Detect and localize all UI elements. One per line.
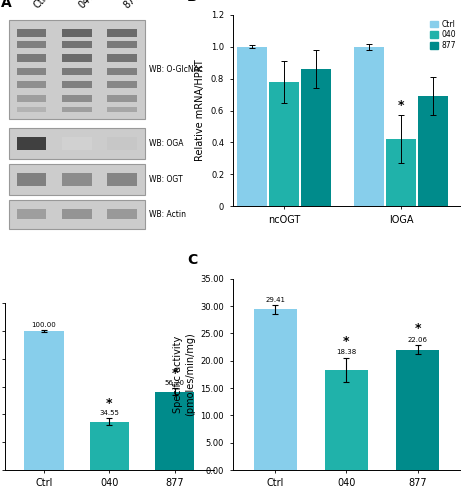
Text: *: * bbox=[106, 397, 113, 410]
FancyBboxPatch shape bbox=[9, 200, 145, 229]
Text: 22.06: 22.06 bbox=[408, 337, 428, 343]
Bar bbox=[269, 82, 299, 206]
Text: WB: OGA: WB: OGA bbox=[149, 139, 184, 148]
FancyBboxPatch shape bbox=[17, 30, 46, 36]
Bar bbox=[254, 310, 297, 470]
Bar bbox=[418, 96, 448, 206]
FancyBboxPatch shape bbox=[62, 41, 92, 48]
FancyBboxPatch shape bbox=[9, 164, 145, 196]
Text: *: * bbox=[414, 322, 421, 336]
FancyBboxPatch shape bbox=[107, 174, 137, 186]
FancyBboxPatch shape bbox=[17, 81, 46, 88]
Text: A: A bbox=[0, 0, 11, 10]
Text: WB: OGT: WB: OGT bbox=[149, 175, 183, 184]
FancyBboxPatch shape bbox=[17, 95, 46, 102]
FancyBboxPatch shape bbox=[107, 107, 137, 112]
FancyBboxPatch shape bbox=[17, 41, 46, 48]
Bar bbox=[325, 370, 368, 470]
FancyBboxPatch shape bbox=[17, 107, 46, 112]
FancyBboxPatch shape bbox=[17, 68, 46, 74]
FancyBboxPatch shape bbox=[107, 95, 137, 102]
FancyBboxPatch shape bbox=[62, 68, 92, 74]
Text: *: * bbox=[343, 335, 350, 348]
FancyBboxPatch shape bbox=[62, 107, 92, 112]
FancyBboxPatch shape bbox=[107, 54, 137, 62]
Legend: Ctrl, 040, 877: Ctrl, 040, 877 bbox=[430, 19, 457, 51]
FancyBboxPatch shape bbox=[107, 137, 137, 149]
FancyBboxPatch shape bbox=[107, 30, 137, 36]
Text: 29.41: 29.41 bbox=[265, 297, 285, 303]
FancyBboxPatch shape bbox=[9, 20, 145, 118]
Text: C: C bbox=[187, 254, 197, 268]
Bar bbox=[354, 47, 384, 206]
FancyBboxPatch shape bbox=[9, 128, 145, 159]
Bar bbox=[90, 422, 129, 470]
FancyBboxPatch shape bbox=[62, 210, 92, 220]
Bar bbox=[24, 331, 64, 470]
FancyBboxPatch shape bbox=[17, 137, 46, 149]
FancyBboxPatch shape bbox=[107, 41, 137, 48]
FancyBboxPatch shape bbox=[17, 174, 46, 186]
Text: 18.38: 18.38 bbox=[336, 350, 357, 356]
Text: 040: 040 bbox=[77, 0, 97, 10]
FancyBboxPatch shape bbox=[17, 210, 46, 220]
Bar bbox=[386, 140, 416, 206]
FancyBboxPatch shape bbox=[62, 95, 92, 102]
Text: *: * bbox=[398, 99, 404, 112]
FancyBboxPatch shape bbox=[62, 81, 92, 88]
Text: 34.55: 34.55 bbox=[100, 410, 119, 416]
Text: Ctrl: Ctrl bbox=[32, 0, 51, 10]
Bar bbox=[396, 350, 439, 470]
FancyBboxPatch shape bbox=[107, 68, 137, 74]
Y-axis label: Specific activity
(pmoles/min/mg): Specific activity (pmoles/min/mg) bbox=[173, 332, 195, 416]
FancyBboxPatch shape bbox=[62, 137, 92, 149]
Text: 56.20: 56.20 bbox=[165, 380, 185, 386]
Text: WB: Actin: WB: Actin bbox=[149, 210, 186, 219]
FancyBboxPatch shape bbox=[62, 174, 92, 186]
Text: WB: O-GlcNAc: WB: O-GlcNAc bbox=[149, 64, 203, 74]
Bar bbox=[155, 392, 194, 470]
FancyBboxPatch shape bbox=[62, 54, 92, 62]
Text: 100.00: 100.00 bbox=[32, 322, 56, 328]
Bar bbox=[301, 69, 331, 206]
FancyBboxPatch shape bbox=[107, 81, 137, 88]
Text: 877: 877 bbox=[122, 0, 142, 10]
FancyBboxPatch shape bbox=[17, 54, 46, 62]
FancyBboxPatch shape bbox=[62, 30, 92, 36]
Y-axis label: Relative mRNA/HPRT: Relative mRNA/HPRT bbox=[195, 60, 206, 162]
Bar bbox=[237, 47, 267, 206]
FancyBboxPatch shape bbox=[107, 210, 137, 220]
Text: *: * bbox=[172, 367, 178, 380]
Text: B: B bbox=[187, 0, 198, 4]
